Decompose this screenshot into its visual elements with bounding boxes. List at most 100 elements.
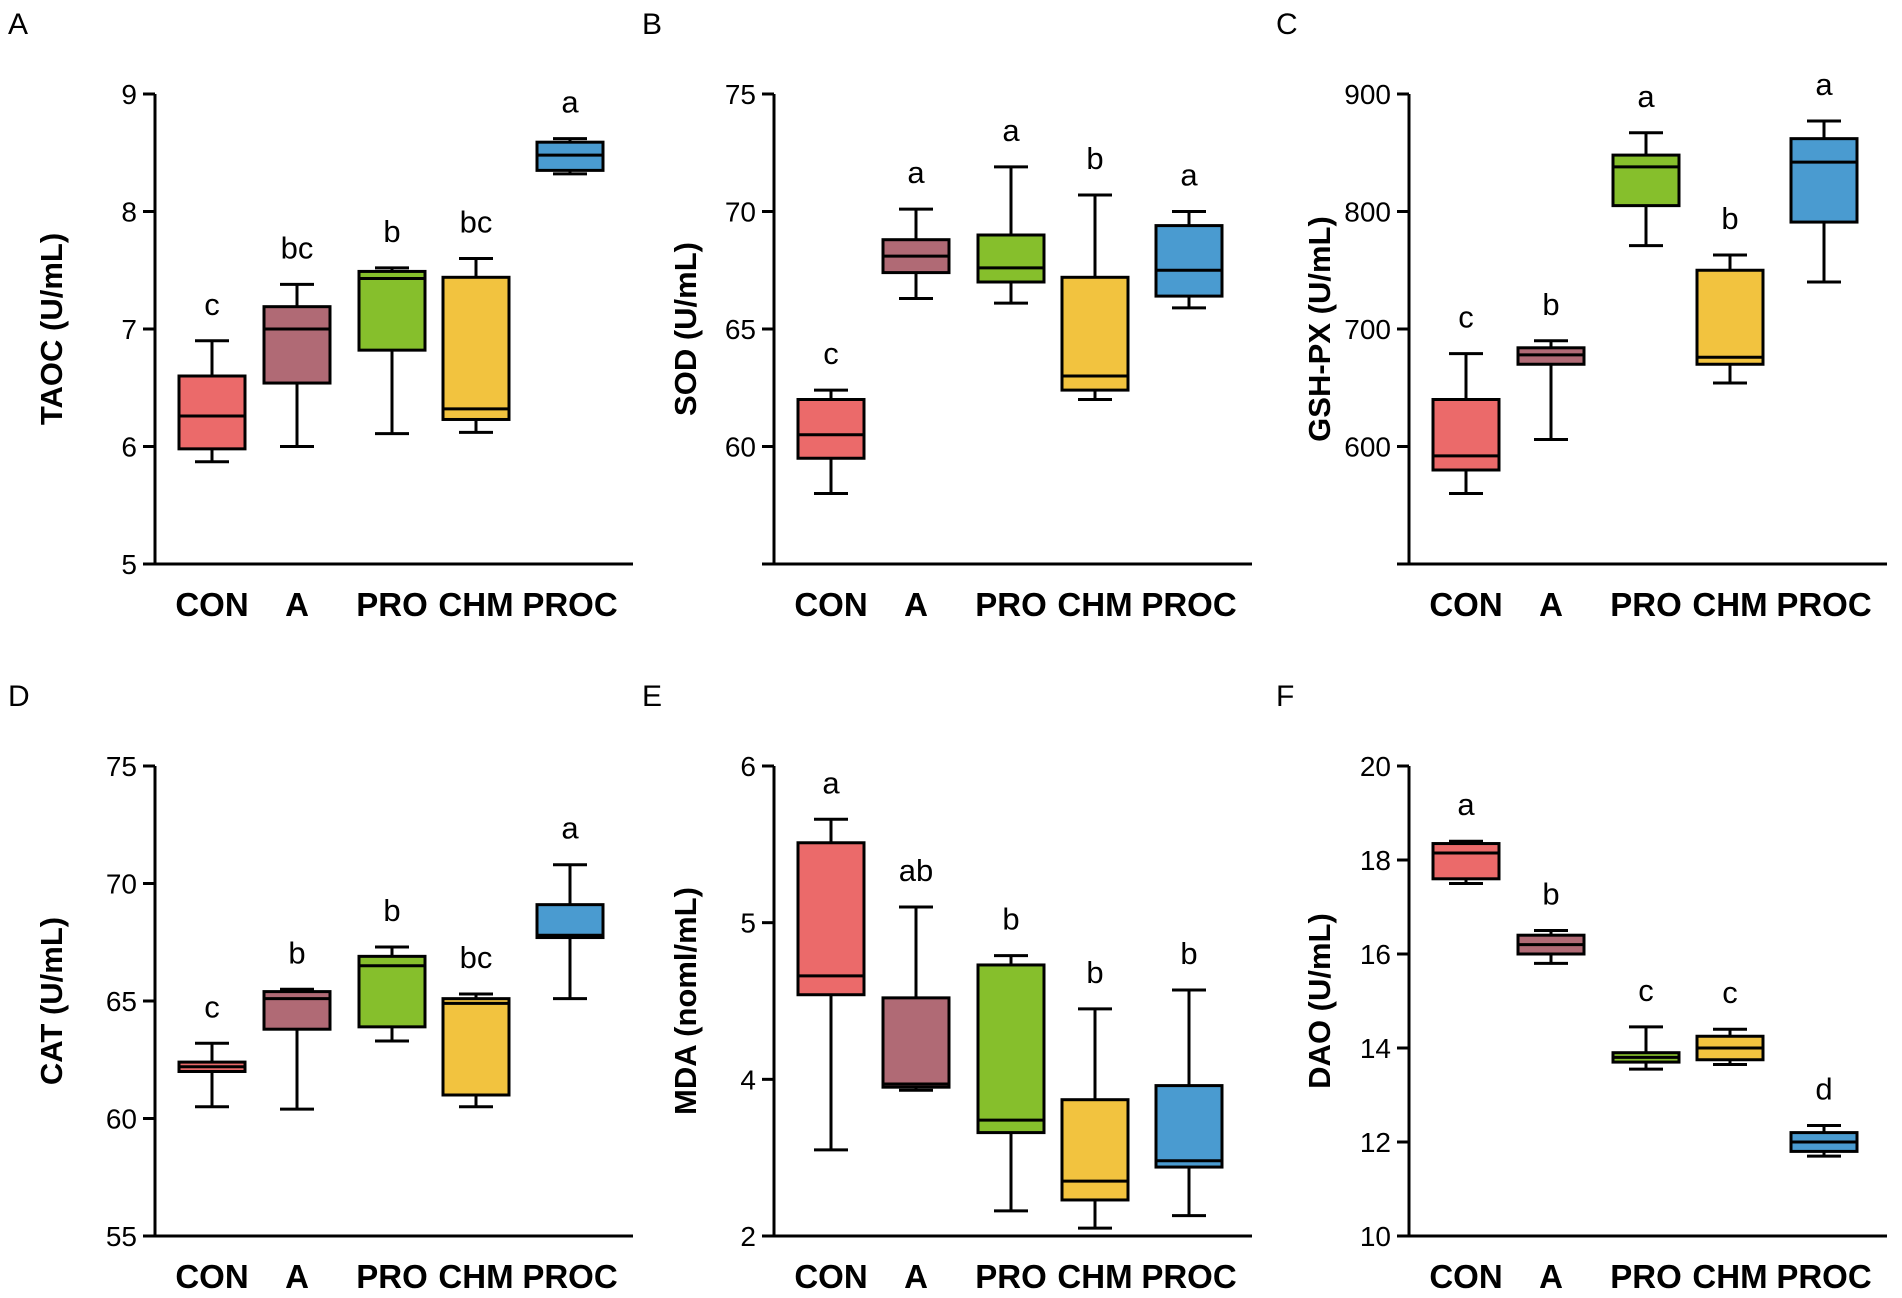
box-con: c (796, 336, 866, 495)
y-tick-label: 4 (740, 1064, 756, 1095)
y-tick-label: 60 (106, 1104, 137, 1135)
box-chm: b (1060, 955, 1130, 1230)
x-tick-label: CON (175, 586, 248, 623)
x-tick-label: PRO (1610, 1258, 1682, 1295)
box-con: c (1431, 300, 1501, 495)
significance-letter: c (1722, 975, 1738, 1010)
significance-letter: b (1180, 936, 1197, 971)
significance-letter: b (1086, 955, 1103, 990)
box-iqr (177, 374, 247, 451)
x-tick-label: PRO (975, 1258, 1047, 1295)
y-tick-label: 20 (1360, 751, 1391, 782)
significance-letter: b (1721, 201, 1738, 236)
x-tick-label: CHM (438, 1258, 513, 1295)
x-tick-label: CHM (1057, 1258, 1132, 1295)
box-iqr (796, 398, 866, 460)
y-tick-label: 700 (1344, 314, 1391, 345)
x-tick-label: A (285, 1258, 309, 1295)
significance-letter: a (1815, 67, 1833, 102)
box-iqr (976, 233, 1046, 284)
y-tick-label: 16 (1360, 939, 1391, 970)
box-iqr (357, 954, 427, 1029)
x-tick-label: CON (1429, 1258, 1502, 1295)
x-tick-label: CON (175, 1258, 248, 1295)
box-iqr (976, 963, 1046, 1135)
y-tick-label: 55 (106, 1221, 137, 1252)
significance-letter: c (823, 336, 839, 371)
box-iqr (1789, 137, 1859, 224)
x-tick-label: PROC (1776, 586, 1871, 623)
panel-label: C (1276, 8, 1298, 41)
significance-letter: c (204, 287, 220, 322)
box-a: b (262, 935, 332, 1111)
significance-letter: b (288, 935, 305, 970)
y-tick-label: 600 (1344, 432, 1391, 463)
significance-letter: a (1637, 79, 1655, 114)
panel-A: A 5 6 7 8 9 TAOC (U/mL) c CON bc Ab PRO bc CHM a PROC (8, 8, 633, 623)
box-iqr (1154, 1084, 1224, 1169)
significance-letter: a (1457, 787, 1475, 822)
box-a: ab (881, 853, 951, 1092)
box-chm: b (1060, 141, 1130, 401)
x-tick-label: A (1539, 1258, 1563, 1295)
y-tick-label: 900 (1344, 79, 1391, 110)
x-tick-label: CHM (1057, 586, 1132, 623)
y-axis-label: DAO (U/mL) (1302, 913, 1337, 1089)
panel-label: D (8, 680, 30, 713)
y-tick-label: 800 (1344, 197, 1391, 228)
significance-letter: b (1002, 902, 1019, 937)
y-tick-label: 6 (121, 432, 137, 463)
box-proc: a (535, 85, 605, 176)
significance-letter: c (204, 989, 220, 1024)
y-tick-label: 10 (1360, 1221, 1391, 1252)
significance-letter: bc (460, 940, 493, 975)
box-iqr (535, 903, 605, 940)
panel-label: E (642, 680, 662, 713)
y-tick-label: 65 (106, 986, 137, 1017)
y-tick-label: 14 (1360, 1033, 1391, 1064)
box-pro: c (1611, 973, 1681, 1071)
panel-label: B (642, 8, 662, 41)
box-iqr (1060, 1098, 1130, 1202)
box-proc: a (1789, 67, 1859, 284)
x-tick-label: PROC (522, 586, 617, 623)
box-con: c (177, 287, 247, 464)
x-tick-label: PROC (1141, 586, 1236, 623)
y-tick-label: 7 (121, 314, 137, 345)
box-pro: b (976, 902, 1046, 1213)
significance-letter: a (561, 811, 579, 846)
box-pro: b (357, 893, 427, 1043)
y-axis-label: MDA (noml/mL) (668, 887, 703, 1115)
x-tick-label: CHM (1692, 1258, 1767, 1295)
significance-letter: b (1542, 287, 1559, 322)
significance-letter: bc (281, 230, 314, 265)
y-tick-label: 70 (106, 869, 137, 900)
significance-letter: c (1458, 300, 1474, 335)
y-tick-label: 12 (1360, 1127, 1391, 1158)
x-tick-label: CON (1429, 586, 1502, 623)
box-iqr (1431, 842, 1501, 881)
x-tick-label: PRO (975, 586, 1047, 623)
y-axis-label: CAT (U/mL) (34, 917, 69, 1085)
x-tick-label: CHM (438, 586, 513, 623)
panel-label: F (1276, 680, 1294, 713)
significance-letter: bc (460, 205, 493, 240)
x-tick-label: CHM (1692, 586, 1767, 623)
x-tick-label: PRO (356, 1258, 428, 1295)
significance-letter: b (1542, 877, 1559, 912)
y-tick-label: 75 (106, 751, 137, 782)
box-chm: c (1695, 975, 1765, 1066)
box-iqr (441, 275, 511, 421)
significance-letter: a (907, 155, 925, 190)
box-con: a (1431, 787, 1501, 885)
box-pro: a (1611, 79, 1681, 248)
y-tick-label: 75 (725, 79, 756, 110)
panel-label: A (8, 8, 28, 41)
box-con: a (796, 765, 866, 1152)
y-axis-label: GSH-PX (U/mL) (1302, 216, 1337, 442)
significance-letter: a (1180, 158, 1198, 193)
box-chm: b (1695, 201, 1765, 385)
y-tick-label: 65 (725, 314, 756, 345)
y-tick-label: 18 (1360, 845, 1391, 876)
